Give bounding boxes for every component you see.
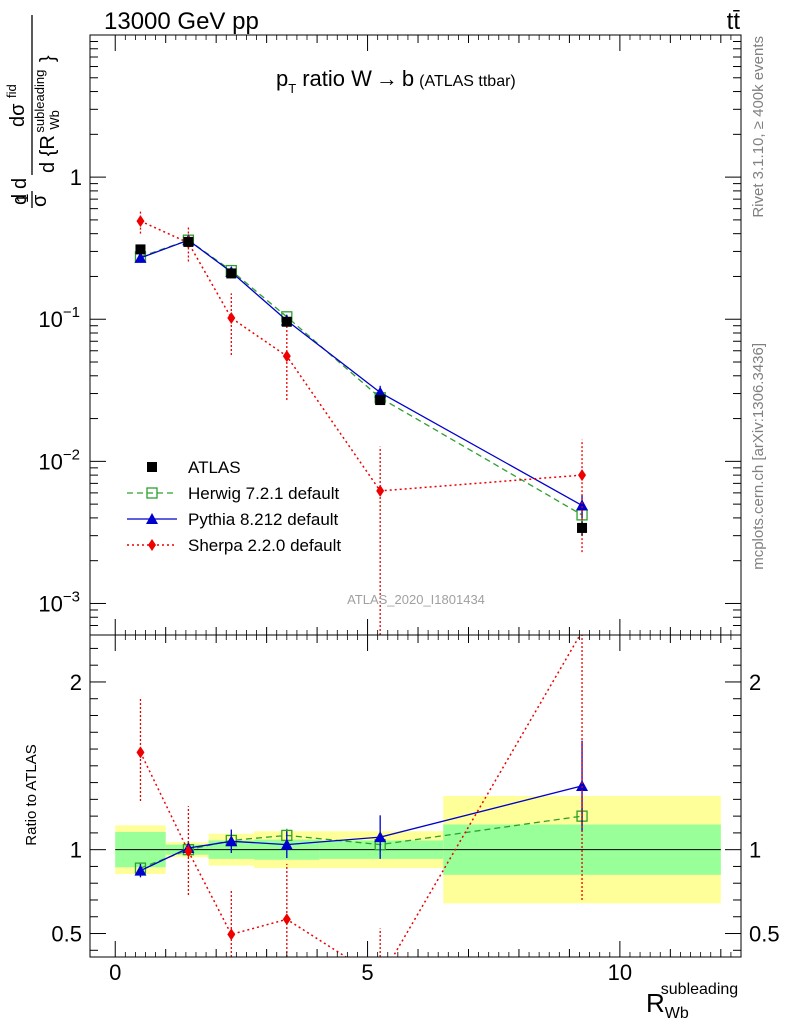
svg-text:d: d [9,178,31,189]
pythia-8-212-default-point [374,386,387,398]
pythia-8-212-default-point [280,838,293,850]
legend: ATLAS Herwig 7.2.1 default Pythia 8.212 de… [127,458,341,555]
sherpa-2-2-0-default-line [140,220,583,492]
sherpa-2-2-0-default-point [227,928,236,941]
sherpa-2-2-0-default-series [136,635,583,957]
main-x-ticks [114,35,732,635]
pythia-8-212-default-point [134,864,147,876]
sherpa-2-2-0-default-line [139,635,581,957]
main-y-tick-label: 1 [70,165,82,190]
svg-text:d σ: d σ [9,188,51,207]
ratio-y-ticks: 0.5 0.5 1 1 2 2 [51,647,780,951]
legend-item-herwig-7-2-1-default: Herwig 7.2.1 default [127,484,339,503]
x-tick-label: 0 [109,960,121,985]
analysis-watermark: ATLAS_2020_I1801434 [347,592,485,607]
ratio-y-tick-label: 2 [70,670,82,695]
x-tick-label: 5 [361,960,373,985]
atlas-point [135,244,146,255]
legend-item-sherpa-2-2-0-default: Sherpa 2.2.0 default [127,536,341,555]
main-series-layer [134,209,589,635]
ratio-y-tick-label-right: 0.5 [749,922,780,947]
atlas-point [281,316,292,327]
rivet-version-label: Rivet 3.1.10, ≥ 400k events [750,36,767,218]
ratio-plot-panel: 0.5 0.5 1 1 2 2 0 5 10 [51,634,780,985]
ratio-x-ticks: 0 5 10 [109,635,732,985]
sherpa-2-2-0-default-point [136,746,145,759]
atlas-point [577,522,588,533]
sherpa-2-2-0-default-point [376,484,385,497]
ratio-y-tick-label: 0.5 [51,922,82,947]
main-y-axis-label: d σ 1 d dσ fid d {R Wb subleading } [4,15,64,208]
legend-item-atlas: ATLAS [147,458,241,477]
main-plot-panel: 1 10−1 10−2 10−3 pT ratio W → b (ATLAS ttbar) A… [38,34,742,636]
legend-marker [146,513,158,524]
sherpa-2-2-0-default-point [184,845,193,858]
ratio-y-tick-label-right: 1 [749,838,761,863]
svg-text:1: 1 [13,194,32,203]
sherpa-2-2-0-default-series [136,209,587,635]
ratio-series-layer [134,635,589,957]
main-y-tick-label: 10−2 [38,446,80,474]
legend-item-pythia-8-212-default: Pythia 8.212 default [127,510,339,529]
pythia-8-212-default-point [134,251,147,263]
ratio-y-tick-label-right: 2 [749,670,761,695]
main-y-tick-label: 10−3 [38,588,80,616]
main-y-tick-label: 10−1 [38,304,80,332]
header-process: 13000 GeV pp [104,8,259,35]
pythia-8-212-default-point [225,835,238,847]
legend-label: Pythia 8.212 default [188,510,339,529]
main-y-ticks: 1 10−1 10−2 10−3 [38,34,741,636]
sherpa-2-2-0-default-point [227,312,236,325]
pythia-8-212-default-point [374,831,387,843]
sherpa-2-2-0-default-point [282,913,291,926]
atlas-point [183,236,194,247]
sherpa-2-2-0-default-point [136,215,145,228]
legend-marker [146,487,158,499]
atlas-point [226,268,237,279]
pythia-8-212-default-point [576,499,589,511]
atlas-series [135,236,588,536]
legend-label: Herwig 7.2.1 default [188,484,339,503]
x-tick-label: 10 [608,960,632,985]
ratio-plot-frame [89,634,742,958]
pythia-8-212-default-point [576,779,589,791]
legend-label: Sherpa 2.2.0 default [188,536,341,555]
sherpa-2-2-0-default-point [282,350,291,363]
header-final-state: tt̄ [727,8,741,35]
pythia-8-212-default-line [140,239,583,506]
svg-text:d {R Wb subleading: d {R Wb subleading } [27,55,64,173]
legend-marker [148,539,156,551]
pythia-8-212-default-line [140,785,583,872]
legend-label: ATLAS [188,458,241,477]
svg-text:dσ fid: dσ fid [4,84,29,127]
herwig-7-2-1-default-line [140,815,583,869]
sherpa-2-2-0-default-point [578,469,587,482]
ratio-y-tick-label: 1 [70,838,82,863]
mcplots-label: mcplots.cern.ch [arXiv:1306.3436] [750,343,767,570]
plot-title: pT ratio W → b (ATLAS ttbar) [276,66,516,96]
legend-marker [147,462,157,472]
ratio-y-axis-label: Ratio to ATLAS [23,744,40,845]
atlas-point [375,395,386,406]
x-axis-label: RWbsubleading [646,981,738,1022]
